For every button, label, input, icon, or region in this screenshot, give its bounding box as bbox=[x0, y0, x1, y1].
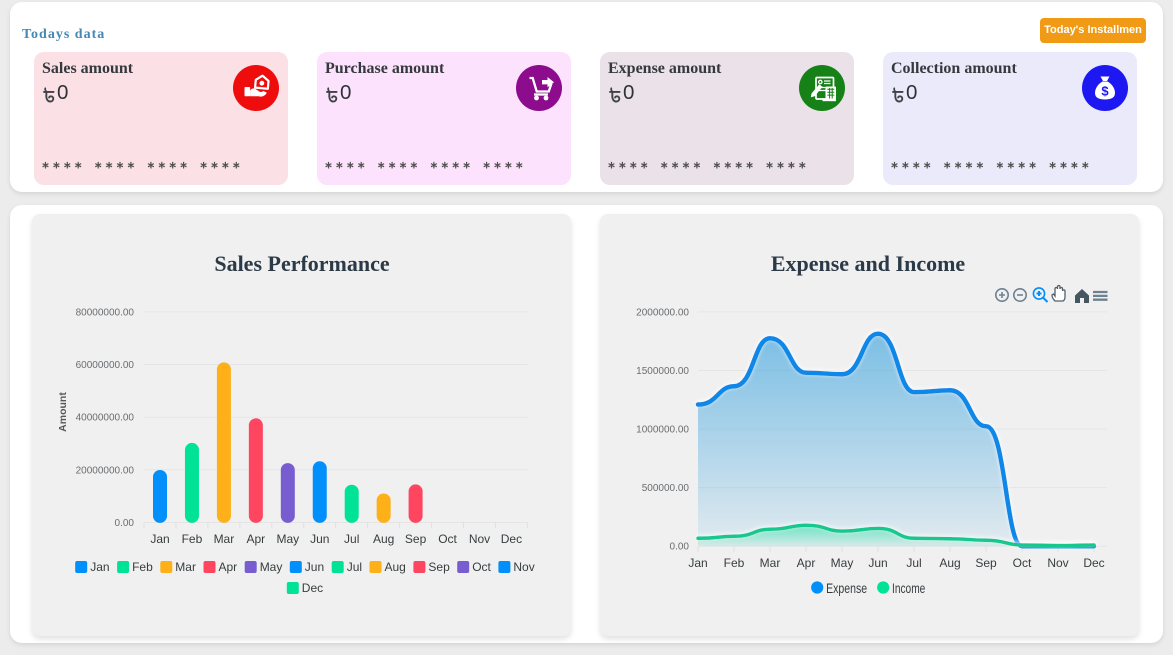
svg-text:Jul: Jul bbox=[347, 560, 362, 574]
svg-text:2000000.00: 2000000.00 bbox=[636, 307, 689, 318]
svg-text:Jun: Jun bbox=[305, 560, 324, 574]
svg-text:Mar: Mar bbox=[760, 556, 781, 570]
svg-text:Expense and Income: Expense and Income bbox=[771, 251, 966, 276]
svg-text:Nov: Nov bbox=[469, 532, 490, 546]
svg-text:Aug: Aug bbox=[939, 556, 960, 570]
svg-text:Feb: Feb bbox=[132, 560, 153, 574]
svg-text:Oct: Oct bbox=[438, 532, 457, 546]
svg-text:500000.00: 500000.00 bbox=[642, 483, 690, 494]
svg-text:Jan: Jan bbox=[90, 560, 109, 574]
svg-text:0.00: 0.00 bbox=[115, 518, 135, 529]
svg-text:Jul: Jul bbox=[906, 556, 921, 570]
svg-text:Aug: Aug bbox=[373, 532, 394, 546]
svg-text:Sales Performance: Sales Performance bbox=[214, 251, 390, 276]
svg-text:Income: Income bbox=[892, 581, 925, 596]
svg-text:May: May bbox=[831, 556, 854, 570]
svg-text:20000000.00: 20000000.00 bbox=[76, 465, 135, 476]
svg-text:60000000.00: 60000000.00 bbox=[76, 360, 135, 371]
svg-text:Apr: Apr bbox=[797, 556, 816, 570]
svg-text:Nov: Nov bbox=[1047, 556, 1068, 570]
svg-text:Mar: Mar bbox=[175, 560, 196, 574]
svg-text:Oct: Oct bbox=[472, 560, 491, 574]
svg-text:1500000.00: 1500000.00 bbox=[636, 366, 689, 377]
svg-text:Dec: Dec bbox=[501, 532, 522, 546]
svg-text:Oct: Oct bbox=[1013, 556, 1032, 570]
svg-text:May: May bbox=[276, 532, 299, 546]
svg-text:80000000.00: 80000000.00 bbox=[76, 307, 135, 318]
svg-text:$: $ bbox=[1101, 84, 1109, 99]
svg-text:Nov: Nov bbox=[513, 560, 534, 574]
svg-text:Jan: Jan bbox=[150, 532, 169, 546]
svg-text:Dec: Dec bbox=[1083, 556, 1104, 570]
svg-text:Dec: Dec bbox=[302, 581, 323, 595]
svg-text:Jul: Jul bbox=[344, 532, 359, 546]
svg-text:0.00: 0.00 bbox=[670, 542, 690, 553]
svg-text:Apr: Apr bbox=[219, 560, 238, 574]
svg-text:Expense: Expense bbox=[826, 581, 867, 596]
svg-text:Feb: Feb bbox=[724, 556, 745, 570]
svg-text:Jan: Jan bbox=[688, 556, 707, 570]
svg-text:Mar: Mar bbox=[214, 532, 235, 546]
svg-text:Sep: Sep bbox=[405, 532, 427, 546]
svg-text:Aug: Aug bbox=[385, 560, 406, 574]
svg-text:Sep: Sep bbox=[428, 560, 450, 574]
svg-text:Feb: Feb bbox=[182, 532, 203, 546]
svg-text:1000000.00: 1000000.00 bbox=[636, 425, 689, 436]
svg-text:Apr: Apr bbox=[247, 532, 266, 546]
svg-text:Sep: Sep bbox=[975, 556, 997, 570]
svg-text:40000000.00: 40000000.00 bbox=[76, 413, 135, 424]
svg-text:Jun: Jun bbox=[868, 556, 887, 570]
svg-text:Amount: Amount bbox=[57, 392, 69, 432]
svg-text:Jun: Jun bbox=[310, 532, 329, 546]
svg-text:May: May bbox=[260, 560, 283, 574]
